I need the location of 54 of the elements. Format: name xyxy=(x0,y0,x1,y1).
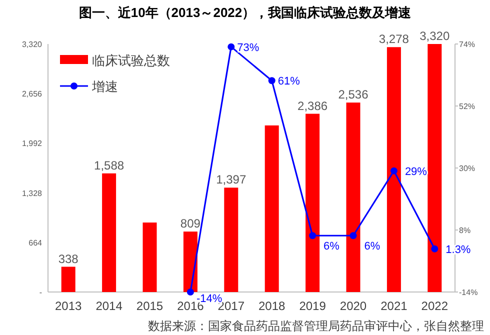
data-label: 338 xyxy=(58,252,79,266)
y-tick-label: 3,320 xyxy=(22,40,43,49)
x-tick-label: 2021 xyxy=(380,299,408,313)
data-label: 61% xyxy=(278,76,300,88)
x-tick-label: 2018 xyxy=(258,299,286,313)
point xyxy=(390,167,398,174)
bar xyxy=(102,173,116,292)
data-label: 3,320 xyxy=(420,29,450,43)
y2-tick-label: 8% xyxy=(459,226,471,235)
bar xyxy=(264,125,279,292)
y-tick-label: 664 xyxy=(28,238,43,248)
bar xyxy=(386,47,401,292)
data-label: 3,278 xyxy=(378,32,410,46)
x-tick-label: 2014 xyxy=(96,299,123,313)
point xyxy=(309,232,316,240)
legend-label: 增速 xyxy=(91,79,118,94)
y-tick-label: 1,992 xyxy=(22,139,43,148)
bar xyxy=(224,188,238,292)
y-tick-label: 2,656 xyxy=(22,90,43,99)
data-label: 2,386 xyxy=(298,98,328,113)
bar xyxy=(142,222,157,292)
bar xyxy=(61,266,76,292)
y-tick-label: 1,328 xyxy=(22,188,43,198)
data-label: 6% xyxy=(324,240,340,253)
bar xyxy=(428,44,442,292)
data-label: 2,536 xyxy=(338,88,369,102)
point xyxy=(268,77,276,84)
x-tick-label: 2020 xyxy=(340,299,367,313)
data-label: 1,397 xyxy=(216,172,246,187)
data-label: 809 xyxy=(180,216,201,231)
y2-tick-label: -14% xyxy=(459,288,478,297)
x-tick-label: 2019 xyxy=(299,299,326,313)
y2-tick-label: 52% xyxy=(459,102,476,111)
data-label: 1.3% xyxy=(446,244,471,256)
x-tick-label: 2022 xyxy=(421,299,448,313)
bar xyxy=(183,232,198,292)
data-label: 73% xyxy=(237,42,260,54)
point xyxy=(350,232,357,240)
data-label: 6% xyxy=(364,240,380,253)
bar xyxy=(306,114,320,292)
bar xyxy=(346,102,360,292)
source-note: 数据来源：国家食品药品监督管理局药品审评中心，张自然整理 xyxy=(148,319,484,333)
data-label: 1,588 xyxy=(94,158,124,172)
point xyxy=(186,288,194,296)
point xyxy=(228,43,235,50)
y2-tick-label: 30% xyxy=(459,164,476,173)
x-tick-label: 2013 xyxy=(55,299,82,313)
y-tick-label: - xyxy=(39,288,42,297)
x-tick-label: 2015 xyxy=(136,299,164,313)
point xyxy=(431,245,438,252)
data-label: 29% xyxy=(404,166,428,178)
chart-title: 图一、近10年（2013～2022），我国临床试验总数及增速 xyxy=(78,5,412,20)
y2-tick-label: 74% xyxy=(459,40,476,49)
legend-label: 临床试验总数 xyxy=(92,53,170,68)
